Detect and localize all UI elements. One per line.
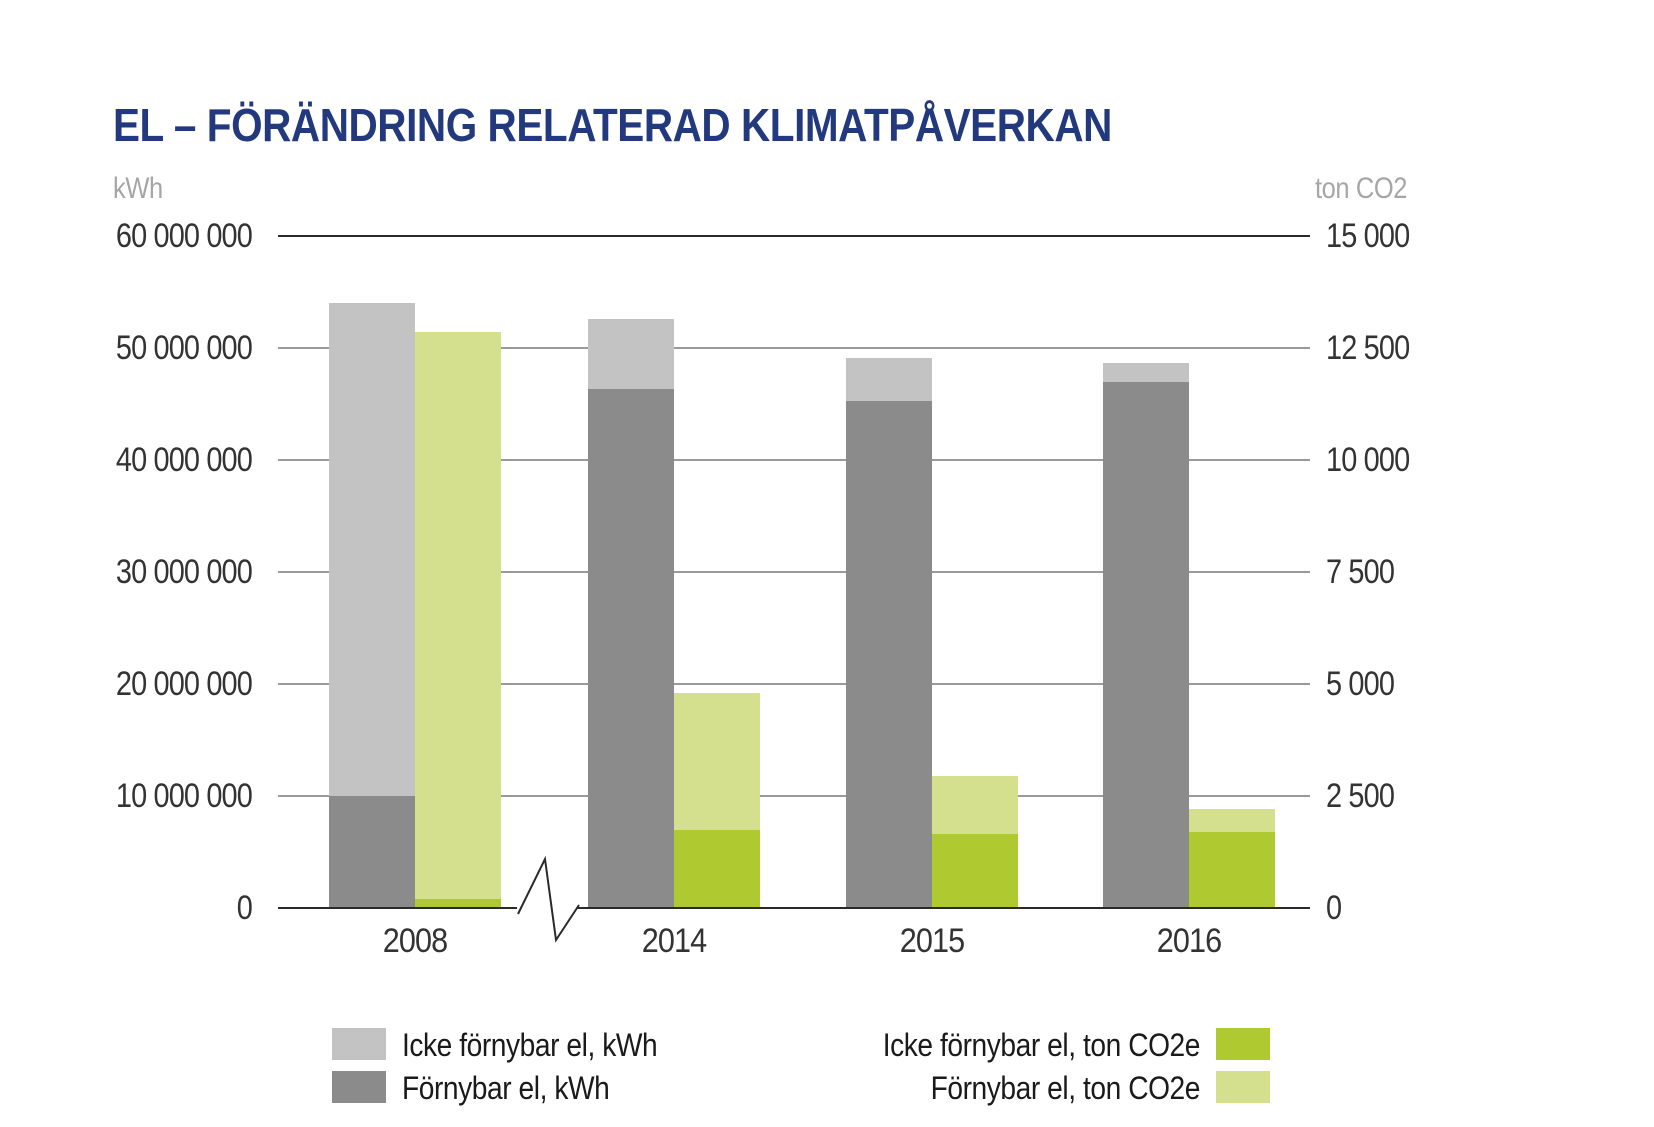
bar-segment (1189, 831, 1275, 908)
left-axis-tick-label: 30 000 000 (115, 553, 253, 591)
right-axis-tick-label: 15 000 (1326, 217, 1410, 255)
legend-label: Icke förnybar el, ton CO2e (882, 1027, 1201, 1063)
legend-swatch (1216, 1028, 1270, 1060)
left-axis-unit-label: kWh (113, 172, 163, 205)
x-axis-label: 2014 (641, 922, 707, 960)
gridline (278, 795, 1310, 797)
bar-segment (329, 303, 415, 796)
right-axis-unit-label: ton CO2 (1315, 172, 1407, 205)
gridline (278, 459, 1310, 461)
axis-break-icon (517, 855, 580, 943)
legend-swatch (332, 1028, 386, 1060)
chart-title: EL – FÖRÄNDRING RELATERAD KLIMATPÅVERKAN (113, 99, 1112, 151)
bar-segment (415, 899, 501, 908)
legend-swatch (332, 1071, 386, 1103)
bar-segment (932, 834, 1018, 908)
left-axis-tick-label: 0 (236, 889, 253, 927)
left-axis-tick-label: 50 000 000 (115, 329, 253, 367)
bar-segment (1189, 809, 1275, 832)
bar-segment (846, 358, 932, 401)
gridline (278, 347, 1310, 349)
left-axis-tick-label: 20 000 000 (115, 665, 253, 703)
bar-segment (415, 332, 501, 900)
right-axis-tick-label: 5 000 (1326, 665, 1395, 703)
legend-label: Icke förnybar el, kWh (402, 1027, 658, 1063)
bar-segment (846, 400, 932, 908)
left-axis-tick-label: 10 000 000 (115, 777, 253, 815)
bar-segment (1103, 362, 1189, 382)
right-axis-tick-label: 0 (1326, 889, 1342, 927)
bar-segment (1103, 381, 1189, 908)
bar-segment (674, 829, 760, 908)
bar-segment (674, 692, 760, 830)
right-axis-tick-label: 2 500 (1326, 777, 1395, 815)
bar-segment (588, 318, 674, 390)
bar-segment (329, 796, 415, 908)
right-axis-tick-label: 12 500 (1326, 329, 1410, 367)
x-axis-label: 2015 (899, 922, 965, 960)
right-axis-tick-label: 7 500 (1326, 553, 1395, 591)
legend-label: Förnybar el, kWh (402, 1070, 610, 1106)
bar-segment (932, 775, 1018, 835)
bar-segment (588, 389, 674, 908)
legend-swatch (1216, 1071, 1270, 1103)
gridline (278, 571, 1310, 573)
left-axis-tick-label: 40 000 000 (115, 441, 253, 479)
x-axis-label: 2016 (1156, 922, 1222, 960)
left-axis-tick-label: 60 000 000 (115, 217, 253, 255)
gridline (278, 235, 1310, 237)
right-axis-tick-label: 10 000 (1326, 441, 1410, 479)
legend-label: Förnybar el, ton CO2e (930, 1070, 1201, 1106)
gridline (278, 683, 1310, 685)
x-axis-label: 2008 (382, 922, 448, 960)
